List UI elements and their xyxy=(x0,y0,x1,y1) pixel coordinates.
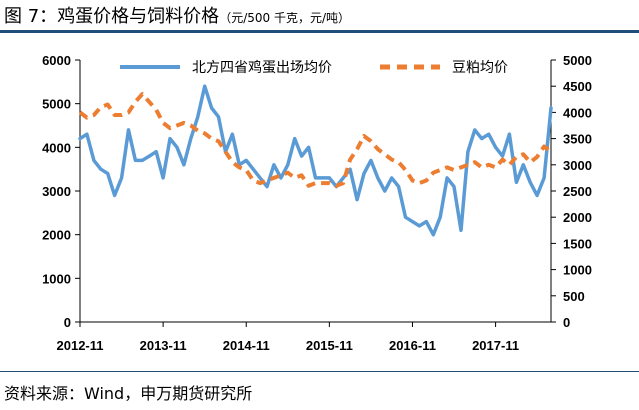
x-tick-label: 2017-11 xyxy=(472,338,519,353)
x-tick-label: 2015-11 xyxy=(306,338,353,353)
axes: 0 1000 2000 3000 4000 5000 6000 0 500 1000 1500 200… xyxy=(42,53,592,353)
chart: 0 1000 2000 3000 4000 5000 6000 0 500 1000 1500 200… xyxy=(42,53,592,353)
series-layer xyxy=(78,84,553,237)
source-note: 资料来源：Wind，申万期货研究所 xyxy=(4,384,253,403)
x-tick-label: 2016-11 xyxy=(389,338,436,353)
y-left-tick-label: 6000 xyxy=(42,53,71,68)
y-left-tick-label: 0 xyxy=(64,315,71,330)
soymeal-price-line xyxy=(78,92,553,188)
chart-title: 鸡蛋价格与饲料价格 xyxy=(57,6,220,27)
figure-label: 图 7： xyxy=(4,6,58,27)
egg-price-line xyxy=(78,84,553,237)
x-tick-label: 2012-11 xyxy=(57,338,104,353)
y-right-tick-label: 1500 xyxy=(563,236,592,251)
y-left-tick-label: 2000 xyxy=(42,228,71,243)
y-right-tick-label: 0 xyxy=(563,315,570,330)
y-right-tick-label: 3000 xyxy=(563,158,592,173)
y-left-tick-label: 3000 xyxy=(42,184,71,199)
figure-title: 图 7：鸡蛋价格与饲料价格（元/500 千克，元/吨） xyxy=(4,2,350,28)
legend-label: 北方四省鸡蛋出场均价 xyxy=(192,59,332,76)
y-right-tick-label: 2000 xyxy=(563,210,592,225)
x-tick-label: 2014-11 xyxy=(223,338,270,353)
y-right-tick-label: 1000 xyxy=(563,263,592,278)
bottom-rule xyxy=(0,371,639,372)
y-left-tick-label: 5000 xyxy=(42,97,71,112)
y-right-tick-label: 2500 xyxy=(563,184,592,199)
top-rule xyxy=(0,30,639,33)
legend: 北方四省鸡蛋出场均价 豆粕均价 xyxy=(120,59,508,76)
x-tick-label: 2013-11 xyxy=(140,338,187,353)
y-left-tick-label: 1000 xyxy=(42,271,71,286)
y-left-tick-label: 4000 xyxy=(42,140,71,155)
y-right-tick-label: 500 xyxy=(563,289,585,304)
chart-units: （元/500 千克，元/吨） xyxy=(219,11,350,25)
y-right-tick-label: 3500 xyxy=(563,132,592,147)
legend-label: 豆粕均价 xyxy=(452,60,508,76)
y-right-tick-label: 4000 xyxy=(563,105,592,120)
y-right-tick-label: 4500 xyxy=(563,79,592,94)
y-right-tick-label: 5000 xyxy=(563,53,592,68)
